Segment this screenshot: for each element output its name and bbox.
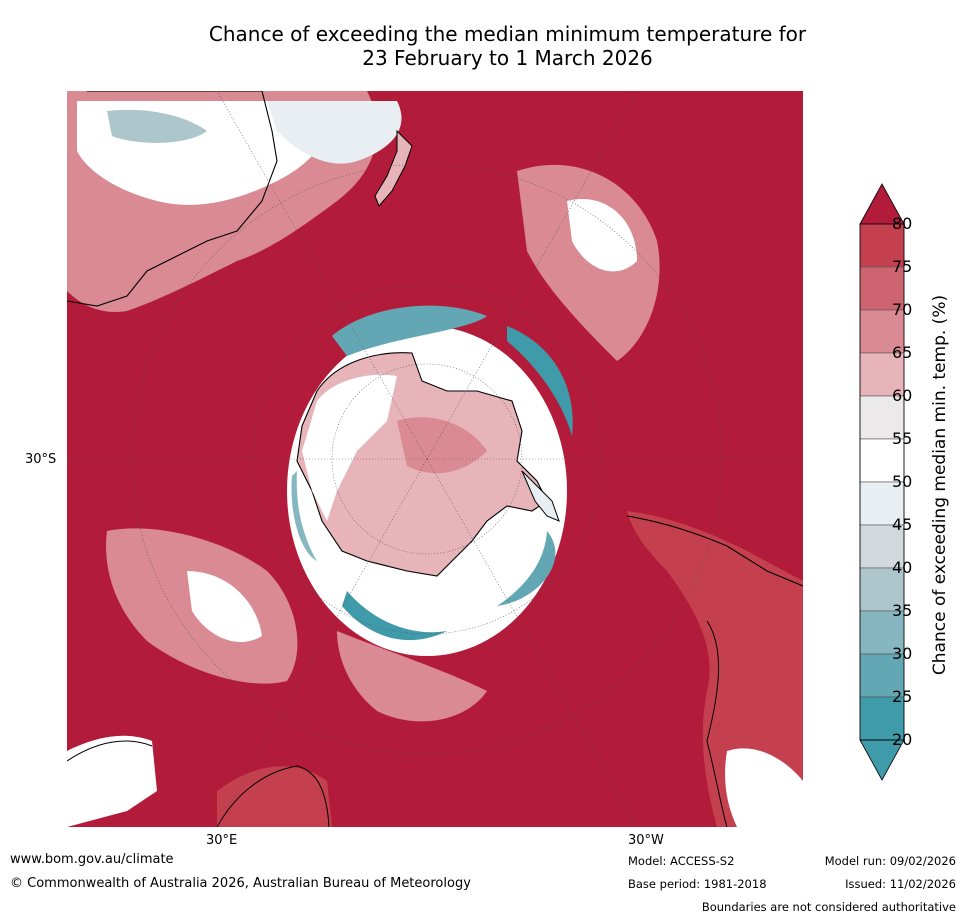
colorbar-tick-label: 55 xyxy=(892,429,913,448)
lat-label-30s: 30°S xyxy=(25,452,57,467)
footer-model: Model: ACCESS-S2 xyxy=(628,854,735,868)
colorbar-tick-label: 40 xyxy=(892,558,913,577)
colorbar-segment xyxy=(859,567,905,612)
colorbar-segment xyxy=(859,223,905,268)
colorbar-tick-label: 75 xyxy=(892,257,913,276)
antarctic-peninsula xyxy=(521,470,560,522)
footer-base-period: Base period: 1981-2018 xyxy=(628,877,767,891)
colorbar-tick-label: 20 xyxy=(892,730,913,749)
title-line-1: Chance of exceeding the median minimum t… xyxy=(208,22,807,46)
footer-url[interactable]: www.bom.gov.au/climate xyxy=(10,852,174,867)
footer-copyright: © Commonwealth of Australia 2026, Austra… xyxy=(10,876,471,891)
colorbar-tick-label: 50 xyxy=(892,472,913,491)
colorbar-tick-label: 30 xyxy=(892,644,913,663)
colorbar-tick-label: 70 xyxy=(892,300,913,319)
australia-region xyxy=(67,91,402,312)
colorbar-tick-label: 35 xyxy=(892,601,913,620)
colorbar-segment xyxy=(859,524,905,569)
colorbar-tick-label: 60 xyxy=(892,386,913,405)
south-atlantic-region xyxy=(517,164,660,361)
lon-label-30e: 30°E xyxy=(206,833,238,848)
colorbar-tick-label: 25 xyxy=(892,687,913,706)
colorbar-tick-label: 45 xyxy=(892,515,913,534)
australia-coastline xyxy=(67,91,278,307)
colorbar-label: Chance of exceeding median min. temp. (%… xyxy=(930,294,950,676)
lon-label-30w: 30°W xyxy=(628,833,664,848)
colorbar-segment xyxy=(859,309,905,354)
new-zealand xyxy=(374,129,413,207)
colorbar-tick-label: 65 xyxy=(892,343,913,362)
indian-ocean-region xyxy=(106,528,487,722)
colorbar-segment xyxy=(859,696,905,741)
title-line-2: 23 February to 1 March 2026 xyxy=(362,46,653,70)
colorbar-segment xyxy=(859,266,905,311)
map-title: Chance of exceeding the median minimum t… xyxy=(150,22,865,70)
footer-model-run: Model run: 09/02/2026 xyxy=(824,854,956,868)
south-america xyxy=(626,511,803,827)
colorbar xyxy=(859,183,905,781)
footer-disclaimer: Boundaries are not considered authoritat… xyxy=(701,900,956,914)
colorbar-segment xyxy=(859,653,905,698)
colorbar-segment xyxy=(859,610,905,655)
colorbar-tick-label: 80 xyxy=(892,214,913,233)
footer-issued: Issued: 11/02/2026 xyxy=(845,877,956,891)
antarctica xyxy=(296,352,548,577)
graticule xyxy=(67,91,803,827)
southern-africa xyxy=(67,735,332,827)
forecast-map xyxy=(67,91,803,827)
